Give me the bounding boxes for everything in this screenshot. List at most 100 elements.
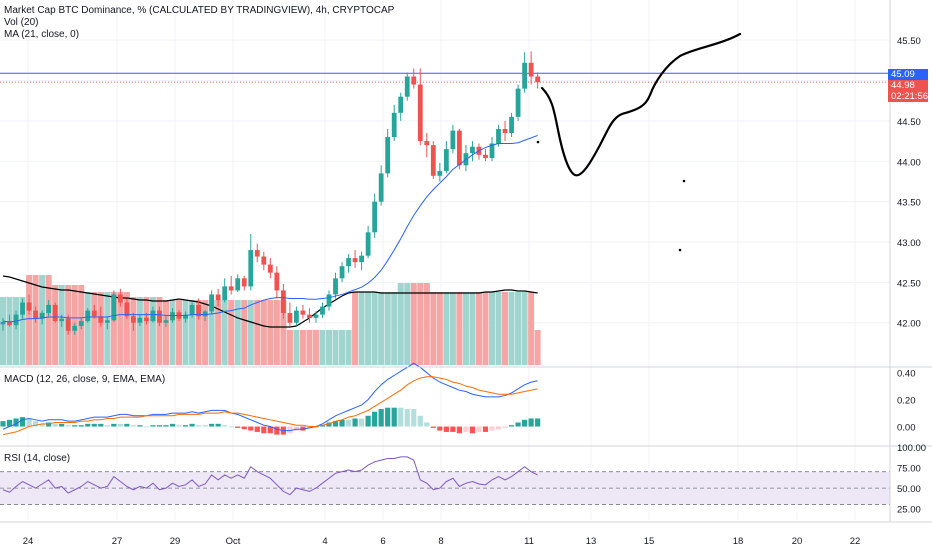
macd-histogram-bar	[72, 425, 78, 427]
macd-histogram-bar	[365, 415, 371, 427]
macd-histogram-bar	[13, 418, 19, 427]
volume-bar	[52, 285, 59, 365]
macd-histogram-bar	[522, 419, 528, 427]
rsi-legend[interactable]: RSI (14, close)	[4, 453, 71, 464]
time-tick-label: 15	[644, 536, 655, 547]
candle-body	[137, 317, 143, 323]
macd-histogram-bar	[469, 426, 476, 434]
candle-body	[489, 143, 495, 159]
volume-bar	[254, 300, 261, 365]
macd-histogram-bar	[0, 421, 6, 427]
candle-body	[209, 294, 215, 312]
macd-histogram-bar	[443, 426, 449, 432]
freehand-projection-line[interactable]	[540, 32, 742, 177]
candle-body	[104, 320, 110, 323]
macd-histogram-bar	[169, 423, 176, 427]
volume-bar	[241, 300, 248, 365]
candle-body	[437, 170, 443, 176]
volume-bar	[215, 300, 222, 365]
macd-histogram-bar	[222, 425, 228, 427]
volume-bar	[273, 300, 280, 365]
candle-body	[378, 173, 384, 202]
macd-histogram-bar	[156, 425, 163, 427]
time-tick-label: 20	[792, 536, 803, 547]
macd-histogram-bar	[39, 423, 45, 427]
candle-body	[254, 250, 260, 257]
candle-body	[300, 310, 306, 315]
rsi-pane	[0, 456, 890, 505]
candle-body	[522, 62, 527, 89]
candle-body	[333, 278, 338, 295]
volume-bar	[208, 300, 215, 365]
macd-histogram-bar	[235, 426, 241, 428]
ma-legend[interactable]: MA (21, close, 0)	[4, 29, 80, 40]
freehand-drawing[interactable]	[536, 32, 742, 252]
volume-bar	[0, 297, 6, 365]
volume-bar	[306, 330, 313, 365]
volume-bar	[528, 292, 535, 365]
candle-body	[170, 312, 175, 321]
volume-bar	[358, 292, 365, 365]
macd-histogram-bar	[515, 422, 521, 427]
candle-body	[248, 250, 254, 287]
macd-histogram-bar	[339, 419, 345, 427]
macd-histogram-bar	[59, 423, 65, 427]
macd-histogram-bar	[248, 426, 254, 431]
macd-histogram-bar	[241, 426, 247, 430]
macd-histogram-bar	[215, 423, 221, 427]
macd-histogram-bar	[430, 426, 436, 428]
symbol-legend[interactable]: Market Cap BTC Dominance, % (CALCULATED …	[4, 5, 395, 16]
candle-body	[346, 258, 351, 267]
macd-legend[interactable]: MACD (12, 26, close, 9, EMA, EMA)	[4, 374, 166, 385]
volume-bar	[332, 330, 339, 365]
macd-histogram-bar	[19, 417, 26, 427]
candle-body	[483, 154, 488, 159]
volume-bar	[13, 297, 20, 365]
macd-histogram-bar	[143, 426, 150, 428]
volume-bar	[515, 292, 522, 365]
volume-legend[interactable]: Vol (20)	[4, 17, 39, 28]
candle-body	[183, 314, 188, 319]
volume-bar	[130, 297, 137, 365]
macd-histogram-bar	[437, 426, 443, 431]
volume-bar	[312, 330, 319, 365]
candle-body	[294, 310, 299, 323]
macd-histogram-bar	[111, 423, 117, 427]
volume-bar	[286, 330, 293, 365]
candle-body	[359, 255, 364, 263]
volume-bar	[397, 283, 404, 365]
volume-bar	[163, 300, 169, 365]
price-tick-label: 44.50	[897, 117, 921, 128]
rsi-line	[2, 456, 538, 496]
volume-bar	[384, 292, 391, 365]
candle-body	[52, 304, 58, 322]
price-pane	[0, 51, 890, 335]
time-tick-label: 11	[524, 536, 534, 547]
price-tick-label: 44.00	[897, 157, 921, 168]
candle-body	[72, 325, 78, 331]
macd-histogram-bar	[78, 425, 84, 427]
macd-tick-label: 0.40	[897, 369, 916, 380]
macd-histogram-bar	[163, 425, 169, 427]
candle-body	[528, 62, 534, 77]
volume-bar	[26, 275, 33, 365]
drawing-dot	[682, 179, 686, 183]
macd-histogram-bar	[104, 425, 110, 427]
macd-histogram-bar	[385, 407, 391, 427]
time-tick-label: Oct	[226, 536, 241, 547]
volume-bar	[97, 292, 104, 365]
rsi-tick-label: 100.00	[897, 443, 926, 454]
volume-bar	[228, 300, 235, 365]
macd-histogram-bar	[85, 423, 91, 427]
volume-bar	[45, 275, 52, 365]
candle-body	[417, 84, 423, 142]
candle-body	[202, 311, 208, 317]
time-tick-label: 18	[733, 536, 744, 547]
macd-histogram-bar	[411, 409, 417, 427]
macd-histogram-bar	[319, 425, 326, 427]
macd-histogram-bar	[176, 425, 182, 427]
volume-bar	[404, 283, 411, 365]
time-tick-label: 6	[380, 536, 385, 547]
candle-body	[443, 149, 449, 171]
